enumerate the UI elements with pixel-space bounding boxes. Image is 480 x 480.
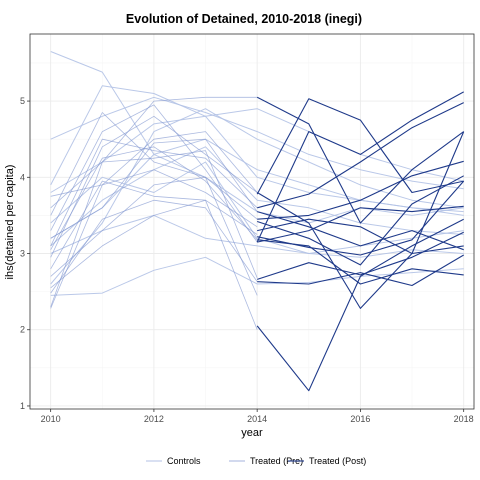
- series-line-treated-pre: [50, 138, 258, 247]
- x-tick-label: 2018: [454, 414, 474, 424]
- x-axis-title: year: [241, 427, 263, 439]
- series-line-treated-post: [257, 160, 464, 220]
- series-line-treated-pre: [50, 180, 258, 270]
- series-line-treated-post: [257, 211, 464, 251]
- legend-label-controls: Controls: [167, 456, 201, 466]
- series-line-controls: [50, 146, 464, 247]
- series-line-controls: [50, 214, 464, 258]
- series-lines: [50, 51, 465, 392]
- y-tick-label: 1: [20, 401, 25, 411]
- y-tick-label: 4: [20, 172, 25, 182]
- series-line-treated-pre: [50, 112, 258, 220]
- series-line-treated-post: [257, 102, 464, 209]
- series-line-controls: [50, 108, 464, 193]
- series-line-treated-post: [257, 175, 464, 266]
- series-line-treated-pre: [50, 131, 258, 309]
- legend-label-treated-post: Treated (Post): [309, 456, 366, 466]
- x-tick-label: 2016: [350, 414, 370, 424]
- series-line-controls: [50, 108, 464, 285]
- y-tick-label: 5: [20, 96, 25, 106]
- axis-ticks: 2010 2012 2014 2016 2018 1 2 3 4 5: [20, 96, 474, 424]
- y-tick-label: 3: [20, 249, 25, 259]
- x-tick-label: 2012: [144, 414, 164, 424]
- series-line-treated-post: [256, 96, 465, 224]
- series-line-controls: [50, 96, 464, 190]
- series-line-treated-pre: [50, 138, 258, 239]
- series-line-treated-post: [257, 205, 464, 243]
- grid: [30, 34, 474, 409]
- series-line-treated-pre: [50, 115, 258, 258]
- series-line-controls: [50, 161, 464, 254]
- x-tick-label: 2010: [41, 414, 61, 424]
- series-line-treated-post: [256, 131, 465, 309]
- panel-border: [29, 33, 475, 410]
- legend: Controls Treated (Pre) Treated (Post): [146, 456, 366, 466]
- series-line-treated-post: [256, 91, 464, 243]
- series-line-treated-post: [257, 239, 464, 285]
- legend-label-treated-pre: Treated (Pre): [250, 456, 303, 466]
- x-tick-label: 2014: [247, 414, 267, 424]
- series-line-treated-post: [257, 254, 464, 287]
- series-line-treated-post: [257, 231, 464, 280]
- y-axis-title: ihs(detained per capita): [4, 165, 16, 280]
- series-line-treated-pre: [50, 146, 258, 250]
- chart-title: Evolution of Detained, 2010-2018 (inegi): [126, 12, 362, 26]
- series-line-treated-pre: [50, 199, 258, 330]
- series-line-treated-pre: [50, 150, 258, 279]
- y-tick-label: 2: [20, 325, 25, 335]
- series-line-treated-post: [257, 218, 464, 255]
- series-line-treated-pre: [50, 176, 258, 296]
- series-line-treated-post: [256, 98, 464, 195]
- series-line-treated-pre: [50, 199, 258, 294]
